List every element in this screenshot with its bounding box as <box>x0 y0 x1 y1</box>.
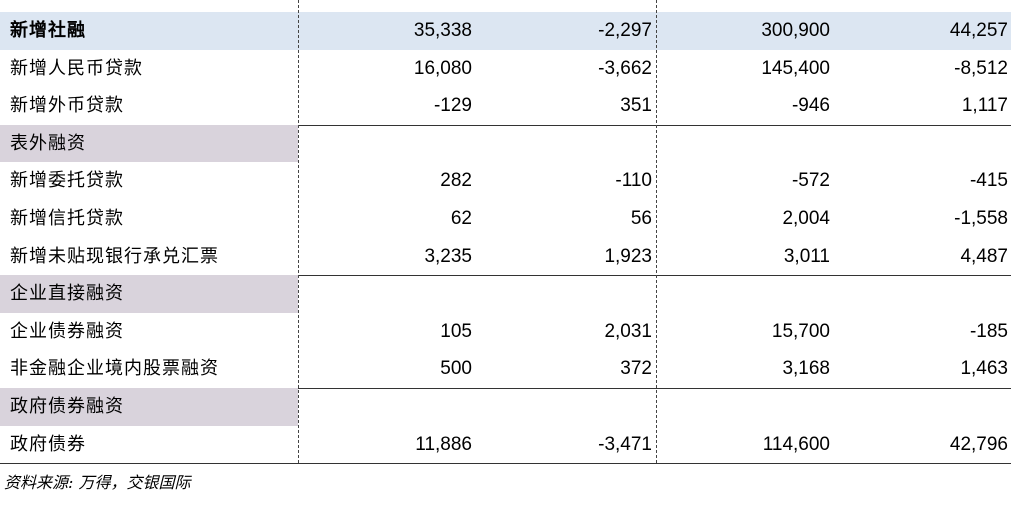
row-label: 新增外币贷款 <box>10 95 124 117</box>
cell-value: -8,512 <box>954 57 1008 79</box>
source-note: 资料来源: 万得，交银国际 <box>4 473 191 492</box>
row-label: 企业直接融资 <box>10 283 124 305</box>
row-rule <box>0 388 1011 389</box>
section-shade <box>0 275 298 313</box>
cell-value: 2,004 <box>782 208 830 229</box>
cell-value: -1,558 <box>954 208 1008 229</box>
table-row: 新增外币贷款 -129 351 -946 1,117 <box>0 87 1011 125</box>
table-row: 新增社融 35,338 -2,297 300,900 44,257 <box>0 12 1011 50</box>
row-label: 表外融资 <box>10 132 86 154</box>
cell-value: 42,796 <box>949 433 1008 455</box>
row-rule <box>0 463 1011 465</box>
cell-value: -946 <box>791 95 830 117</box>
cell-value: -415 <box>969 170 1008 192</box>
table-row: 企业债券融资 105 2,031 15,700 -185 <box>0 313 1011 351</box>
row-label: 企业债券融资 <box>10 320 124 342</box>
cell-value: -3,471 <box>598 433 652 455</box>
cell-value: 1,117 <box>961 95 1008 117</box>
row-label: 新增委托贷款 <box>10 170 124 192</box>
cell-value: 2,031 <box>604 320 652 342</box>
cell-value: 62 <box>450 208 472 229</box>
cell-value: 300,900 <box>761 20 830 41</box>
row-label: 政府债券 <box>10 433 86 455</box>
section-shade <box>0 124 298 163</box>
cell-value: 500 <box>440 358 472 380</box>
column-divider <box>656 0 657 463</box>
cell-value: -185 <box>969 320 1008 342</box>
table-row: 新增人民币贷款 16,080 -3,662 145,400 -8,512 <box>0 50 1011 88</box>
cell-value: -110 <box>615 170 652 192</box>
table-row: 政府债券融资 <box>0 388 1011 426</box>
cell-value: 35,338 <box>413 20 472 41</box>
cell-value: 114,600 <box>762 433 830 455</box>
row-label: 新增社融 <box>10 20 86 41</box>
row-rule <box>0 124 1011 126</box>
row-label: 新增未贴现银行承兑汇票 <box>10 245 219 267</box>
cell-value: 105 <box>440 320 472 342</box>
cell-value: -129 <box>433 95 472 117</box>
cell-value: 351 <box>620 95 652 117</box>
cell-value: 15,700 <box>771 320 830 342</box>
cell-value: 282 <box>440 170 472 192</box>
table-row: 企业直接融资 <box>0 275 1011 313</box>
row-label: 新增人民币贷款 <box>10 57 143 79</box>
cell-value: -2,297 <box>598 20 652 41</box>
cell-value: 3,011 <box>783 245 830 267</box>
row-rule <box>0 275 1011 277</box>
column-divider <box>298 0 299 463</box>
row-label: 非金融企业境内股票融资 <box>10 358 219 380</box>
row-label: 政府债券融资 <box>10 396 124 417</box>
cell-value: 56 <box>630 208 652 229</box>
cell-value: 11,886 <box>415 433 472 455</box>
cell-value: 3,235 <box>424 245 472 267</box>
cell-value: 145,400 <box>761 57 830 79</box>
cell-value: -572 <box>791 170 830 192</box>
cell-value: -3,662 <box>598 57 652 79</box>
table-row: 新增未贴现银行承兑汇票 3,235 1,923 3,011 4,487 <box>0 238 1011 276</box>
cell-value: 16,080 <box>413 57 472 79</box>
section-shade <box>0 388 298 426</box>
row-label: 新增信托贷款 <box>10 208 124 229</box>
cell-value: 1,923 <box>604 245 652 267</box>
table-row: 非金融企业境内股票融资 500 372 3,168 1,463 <box>0 350 1011 388</box>
cell-value: 372 <box>620 358 652 380</box>
cell-value: 44,257 <box>949 20 1008 41</box>
table-row: 新增信托贷款 62 56 2,004 -1,558 <box>0 200 1011 238</box>
cell-value: 4,487 <box>960 245 1008 267</box>
table-row: 表外融资 <box>0 124 1011 163</box>
table-row: 新增委托贷款 282 -110 -572 -415 <box>0 162 1011 200</box>
cell-value: 3,168 <box>782 358 830 380</box>
table-row: 政府债券 11,886 -3,471 114,600 42,796 <box>0 426 1011 464</box>
cell-value: 1,463 <box>960 358 1008 380</box>
